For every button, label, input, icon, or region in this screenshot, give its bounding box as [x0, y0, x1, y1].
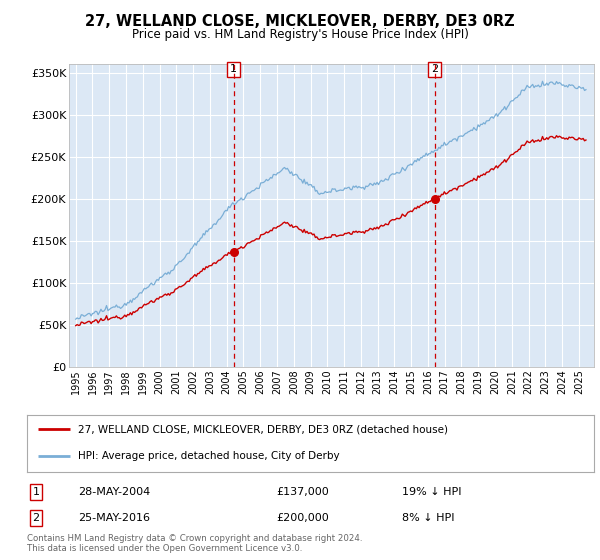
Text: 28-MAY-2004: 28-MAY-2004 — [78, 487, 150, 497]
Text: 2: 2 — [32, 513, 40, 523]
Text: Contains HM Land Registry data © Crown copyright and database right 2024.
This d: Contains HM Land Registry data © Crown c… — [27, 534, 362, 553]
Text: 25-MAY-2016: 25-MAY-2016 — [78, 513, 150, 523]
Text: 8% ↓ HPI: 8% ↓ HPI — [402, 513, 455, 523]
Text: 2: 2 — [431, 64, 438, 74]
Text: £137,000: £137,000 — [276, 487, 329, 497]
Text: Price paid vs. HM Land Registry's House Price Index (HPI): Price paid vs. HM Land Registry's House … — [131, 28, 469, 41]
Text: HPI: Average price, detached house, City of Derby: HPI: Average price, detached house, City… — [78, 451, 340, 461]
Text: 27, WELLAND CLOSE, MICKLEOVER, DERBY, DE3 0RZ (detached house): 27, WELLAND CLOSE, MICKLEOVER, DERBY, DE… — [78, 424, 448, 434]
Text: £200,000: £200,000 — [276, 513, 329, 523]
Text: 27, WELLAND CLOSE, MICKLEOVER, DERBY, DE3 0RZ: 27, WELLAND CLOSE, MICKLEOVER, DERBY, DE… — [85, 14, 515, 29]
Text: 1: 1 — [230, 64, 237, 74]
Text: 1: 1 — [32, 487, 40, 497]
Text: 19% ↓ HPI: 19% ↓ HPI — [402, 487, 461, 497]
